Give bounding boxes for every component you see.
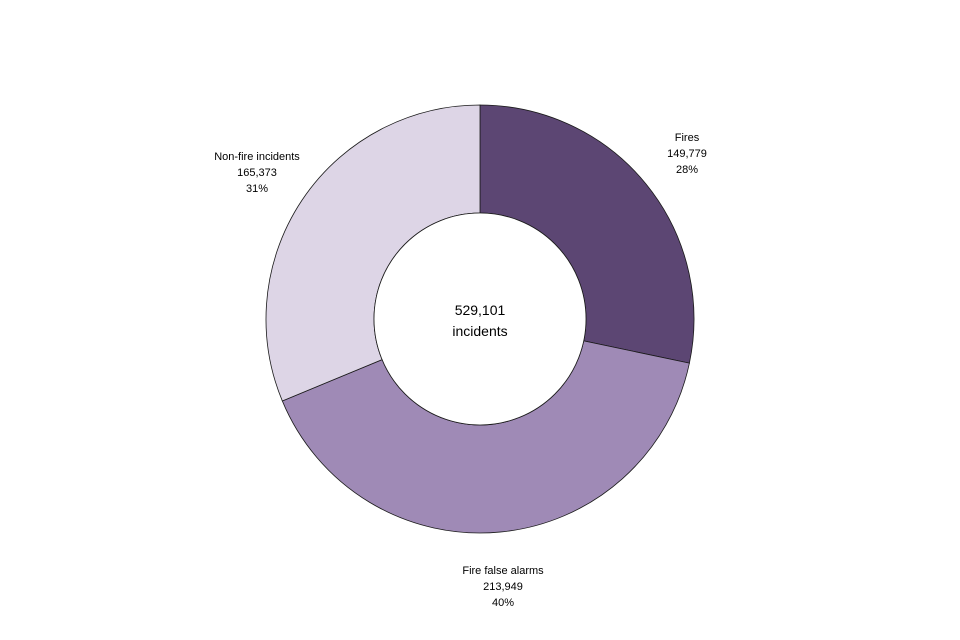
label-non-fire-incidents-percent: 31%	[246, 183, 268, 195]
label-non-fire-incidents: Non-fire incidents 165,373 31%	[214, 151, 300, 195]
slices-group	[265, 104, 695, 534]
center-total: 529,101	[455, 302, 506, 318]
donut-hole	[373, 212, 587, 426]
label-fires-value: 149,779	[667, 148, 707, 160]
label-fire-false-alarms-percent: 40%	[492, 597, 514, 609]
label-fires: Fires 149,779 28%	[667, 132, 707, 176]
label-fires-name: Fires	[675, 132, 700, 144]
label-fires-percent: 28%	[676, 164, 698, 176]
label-non-fire-incidents-value: 165,373	[237, 167, 277, 179]
label-fire-false-alarms: Fire false alarms 213,949 40%	[462, 565, 544, 609]
label-non-fire-incidents-name: Non-fire incidents	[214, 151, 300, 163]
label-fire-false-alarms-value: 213,949	[483, 581, 523, 593]
label-fire-false-alarms-name: Fire false alarms	[462, 565, 544, 577]
center-unit: incidents	[452, 323, 507, 339]
